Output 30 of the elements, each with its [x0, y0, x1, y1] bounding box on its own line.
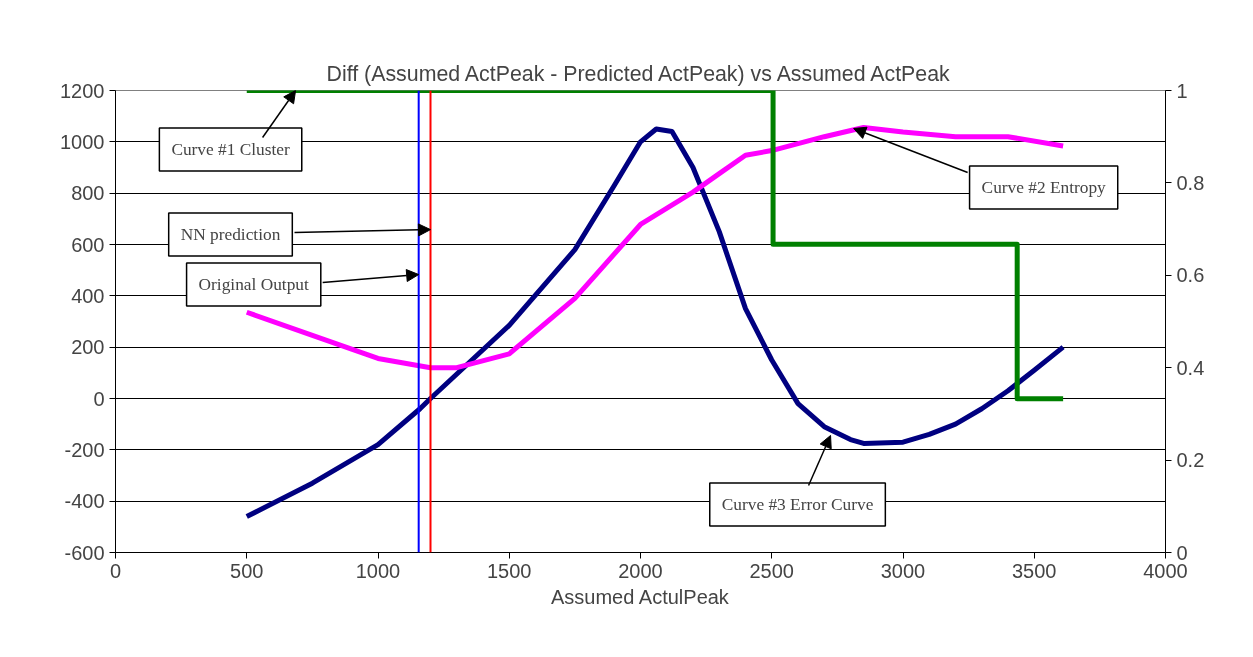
y-tick-label: 600	[71, 233, 105, 256]
annotation: Curve #3 Error Curve	[721, 494, 874, 514]
y-tick-label: 1000	[60, 130, 105, 153]
x-tick-label: 0	[109, 559, 122, 582]
y-tick-label: 400	[71, 284, 105, 307]
annotation: Curve #2 Entropy	[981, 177, 1107, 197]
y2-tick-label: 0.2	[1176, 449, 1205, 472]
y2-tick-label: 0.4	[1176, 356, 1205, 379]
y2-tick-label: 0.6	[1176, 264, 1205, 287]
x-tick-label: 3000	[880, 559, 926, 582]
x-tick-label: 500	[230, 559, 264, 582]
x-tick-label: 1500	[487, 559, 532, 582]
y2-tick-label: 0.8	[1176, 171, 1205, 194]
y-tick-label: -400	[64, 490, 105, 513]
y-tick-label: 800	[71, 182, 105, 205]
x-tick-label: 2000	[618, 559, 663, 582]
y-tick-label: 0	[93, 387, 105, 410]
y-tick-label: -600	[64, 541, 105, 564]
annotation: Original Output	[198, 275, 309, 295]
y-tick-label: 200	[71, 336, 105, 359]
chart-title: Diff (Assumed ActPeak - Predicted ActPeak) vs Assumed ActPeak	[326, 61, 951, 86]
x-tick-label: 2500	[749, 559, 794, 582]
annotation: Curve #1 Cluster	[171, 140, 290, 159]
x-axis-title: Assumed ActulPeak	[551, 585, 730, 608]
x-tick-label: 1000	[355, 559, 401, 582]
y-tick-label: 1200	[60, 79, 105, 102]
y2-tick-label: 1	[1176, 79, 1188, 102]
annotation: NN prediction	[180, 225, 281, 245]
x-tick-label: 3500	[1012, 559, 1057, 582]
y-tick-label: -200	[64, 438, 105, 461]
